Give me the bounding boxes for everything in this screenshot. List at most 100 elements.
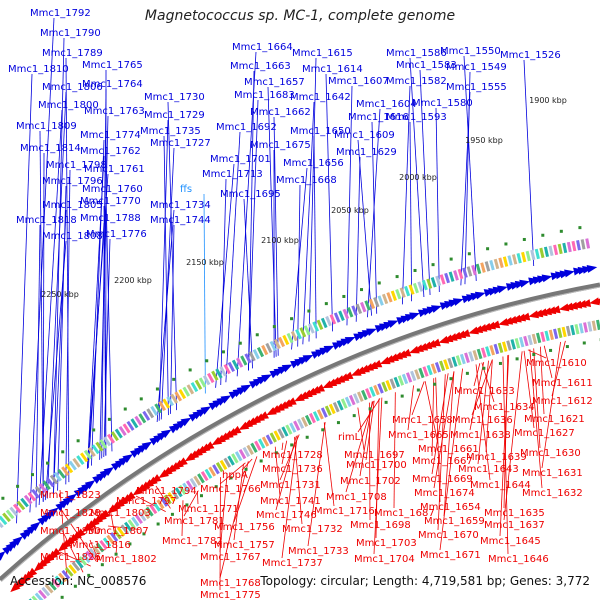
- forward-gene-arrow: [30, 521, 41, 532]
- reverse-cog-block: [447, 357, 454, 369]
- forward-cog-block: [38, 483, 48, 493]
- forward-cog-block: [307, 323, 315, 334]
- reverse-cog-block: [265, 434, 274, 445]
- gc-marker: [449, 257, 453, 261]
- reverse-gene-label: hppA: [222, 470, 248, 481]
- reverse-cog-block: [557, 327, 563, 339]
- forward-cog-block: [182, 386, 191, 397]
- forward-gene-label: Mmc1_1604: [356, 99, 417, 110]
- forward-cog-block: [198, 377, 207, 388]
- forward-cog-block: [539, 247, 545, 259]
- reverse-gene-label: Mmc1_1807: [88, 526, 149, 537]
- gene-connector-line: [39, 130, 44, 502]
- gene-connector-line: [248, 70, 255, 371]
- gc-marker: [229, 476, 233, 480]
- gene-connector-line: [273, 116, 279, 356]
- forward-cog-block: [80, 452, 89, 463]
- gc-marker: [92, 428, 96, 432]
- reverse-cog-block: [81, 553, 91, 564]
- gene-connector-line: [297, 184, 301, 347]
- forward-cog-block: [377, 295, 384, 306]
- forward-cog-block: [178, 388, 187, 400]
- reverse-cog-block: [377, 383, 384, 394]
- reverse-gene-label: Mmc1_1644: [470, 480, 531, 491]
- forward-cog-block: [256, 346, 265, 358]
- reverse-gene-label: Mmc1_1741: [260, 496, 321, 507]
- reverse-gene-arrow: [203, 441, 215, 450]
- reverse-cog-block: [174, 487, 183, 498]
- forward-gene-label: Mmc1_1730: [144, 92, 205, 103]
- forward-gene-label: Mmc1_1760: [82, 184, 143, 195]
- forward-cog-block: [261, 344, 269, 356]
- reverse-cog-block: [565, 325, 571, 337]
- gene-connector-line: [219, 473, 228, 553]
- reverse-gene-label: Mmc1_1659: [424, 516, 485, 527]
- reverse-cog-block: [393, 376, 401, 388]
- forward-gene-label: Mmc1_1729: [144, 110, 205, 121]
- forward-gene-label: Mmc1_1593: [386, 112, 447, 123]
- reverse-gene-label: Mmc1_1638: [450, 430, 511, 441]
- gene-connector-line: [241, 458, 253, 471]
- gc-marker: [156, 522, 160, 526]
- reverse-gene-arrow: [238, 421, 250, 430]
- reverse-cog-block: [141, 509, 151, 520]
- reverse-gene-label: Mmc1_1658: [392, 415, 453, 426]
- forward-cog-block: [430, 277, 437, 288]
- forward-gene-arrow: [141, 441, 153, 451]
- forward-gene-arrow: [261, 374, 272, 383]
- reverse-cog-block: [185, 480, 194, 491]
- reverse-gene-arrow: [519, 312, 531, 321]
- gc-marker: [395, 275, 399, 279]
- reverse-cog-block: [99, 539, 108, 550]
- reverse-cog-block: [182, 482, 191, 493]
- forward-gene-label: Mmc1_1629: [336, 147, 397, 158]
- reverse-gene-label: Mmc1_1767: [200, 552, 261, 563]
- gc-marker: [559, 229, 563, 233]
- gc-marker: [259, 459, 263, 463]
- reverse-gene-arrow: [199, 443, 211, 453]
- forward-cog-block: [57, 468, 66, 479]
- forward-cog-block: [439, 274, 446, 285]
- forward-cog-block: [42, 480, 51, 491]
- gene-connector-line: [313, 135, 317, 339]
- kbp-tick-label: 2100 kbp: [261, 236, 299, 245]
- reverse-cog-block: [514, 338, 521, 349]
- gene-connector-line: [103, 205, 107, 456]
- forward-cog-block: [31, 488, 40, 499]
- forward-cog-block: [299, 327, 307, 338]
- forward-cog-block: [12, 503, 22, 514]
- forward-cog-block: [453, 270, 459, 281]
- forward-gene-arrow: [519, 279, 530, 288]
- reverse-gene-arrow: [498, 318, 509, 326]
- forward-cog-block: [46, 477, 55, 488]
- forward-cog-block: [0, 521, 4, 529]
- gene-connector-line: [323, 422, 335, 507]
- gc-marker: [238, 341, 242, 345]
- gene-connector-line: [44, 240, 67, 501]
- reverse-gene-label: Mmc1_1826: [40, 552, 101, 563]
- kbp-tick-label: 2050 kbp: [331, 206, 369, 215]
- gene-connector-line: [367, 108, 381, 318]
- reverse-cog-block: [78, 556, 88, 566]
- gc-marker: [532, 353, 536, 357]
- reverse-gene-arrow: [286, 397, 297, 406]
- kbp-tick-label: 1950 kbp: [465, 136, 503, 145]
- genome-summary-text: Topology: circular; Length: 4,719,581 bp…: [260, 574, 590, 588]
- forward-cog-block: [240, 355, 248, 366]
- forward-gene-label: Mmc1_1762: [80, 146, 141, 157]
- reverse-cog-block: [324, 405, 332, 416]
- reverse-cog-block: [464, 352, 470, 363]
- reverse-cog-block: [75, 558, 84, 569]
- gene-connector-line: [183, 490, 199, 517]
- gene-connector-line: [365, 400, 375, 461]
- gene-connector-line: [439, 368, 463, 551]
- gene-connector-line: [527, 349, 547, 359]
- reverse-gene-arrow: [230, 425, 242, 435]
- reverse-cog-block: [451, 356, 458, 367]
- forward-gene-label: Mmc1_1614: [302, 64, 363, 75]
- gene-connector-line: [135, 495, 166, 512]
- forward-cog-block: [502, 256, 509, 267]
- reverse-cog-block: [480, 347, 487, 358]
- reverse-gene-label: Mmc1_1637: [484, 520, 545, 531]
- gene-connector-line: [267, 86, 277, 357]
